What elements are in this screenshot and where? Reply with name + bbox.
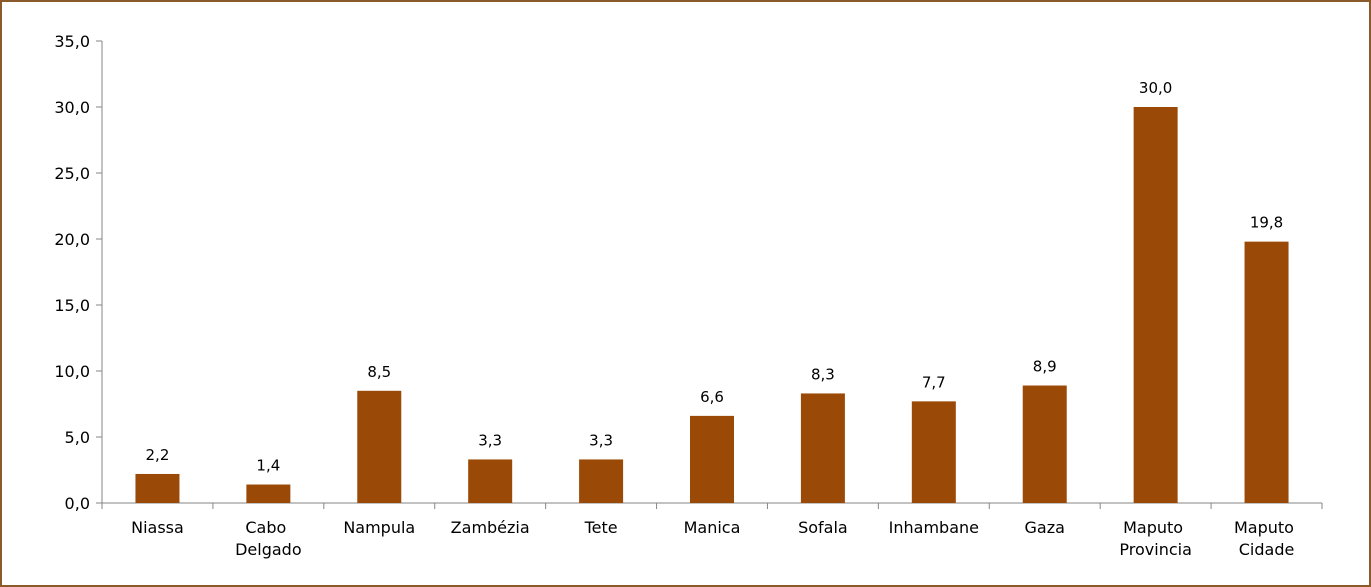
- x-tick-label-line: Cabo: [245, 518, 291, 537]
- data-label: 6,6: [700, 388, 724, 406]
- x-tick-label: Inhambane: [889, 518, 979, 537]
- x-tick-label-line: Cidade: [1239, 540, 1295, 559]
- x-tick-label: Nampula: [343, 518, 415, 537]
- x-tick-label: Gaza: [1025, 518, 1065, 537]
- bar: [1244, 241, 1289, 503]
- bar: [468, 459, 513, 503]
- bar: [1133, 107, 1178, 503]
- y-tick-label: 20,0: [54, 230, 90, 249]
- bar: [911, 401, 956, 503]
- bar: [800, 393, 845, 503]
- y-tick-label: 5,0: [65, 428, 90, 447]
- x-tick-label: Maputo Provincia: [1119, 518, 1191, 559]
- x-tick-label: Niassa: [131, 518, 184, 537]
- x-tick-label-line: Provincia: [1119, 540, 1191, 559]
- bar: [1022, 385, 1067, 503]
- x-tick-label-line: Delgado: [235, 540, 302, 559]
- y-tick-label: 0,0: [65, 494, 90, 513]
- bar: [246, 484, 291, 503]
- x-tick-label-line: Maputo: [1234, 518, 1299, 537]
- data-label: 1,4: [256, 457, 280, 475]
- data-label: 8,3: [811, 365, 835, 383]
- data-label: 2,2: [146, 446, 170, 464]
- x-tick-label: Cabo Delgado: [235, 518, 302, 559]
- y-tick-label: 35,0: [54, 32, 90, 51]
- x-tick-label: Manica: [684, 518, 741, 537]
- x-tick-label: Zambézia: [451, 518, 530, 537]
- data-label: 3,3: [478, 431, 502, 449]
- x-tick-label: Maputo Cidade: [1234, 518, 1299, 559]
- y-tick-label: 10,0: [54, 362, 90, 381]
- x-tick-label: Tete: [584, 518, 618, 537]
- bar: [357, 390, 402, 503]
- y-tick-label: 30,0: [54, 98, 90, 117]
- y-tick-label: 25,0: [54, 164, 90, 183]
- data-label: 30,0: [1139, 79, 1172, 97]
- x-tick-label: Sofala: [798, 518, 848, 537]
- x-tick-label-line: Maputo: [1123, 518, 1188, 537]
- y-tick-label: 15,0: [54, 296, 90, 315]
- bar: [690, 415, 734, 503]
- bar: [579, 459, 624, 503]
- data-label: 19,8: [1250, 214, 1283, 232]
- bar: [135, 473, 180, 503]
- data-label: 8,5: [367, 363, 391, 381]
- data-label: 3,3: [589, 431, 613, 449]
- data-label: 7,7: [922, 373, 946, 391]
- data-label: 8,9: [1033, 358, 1057, 376]
